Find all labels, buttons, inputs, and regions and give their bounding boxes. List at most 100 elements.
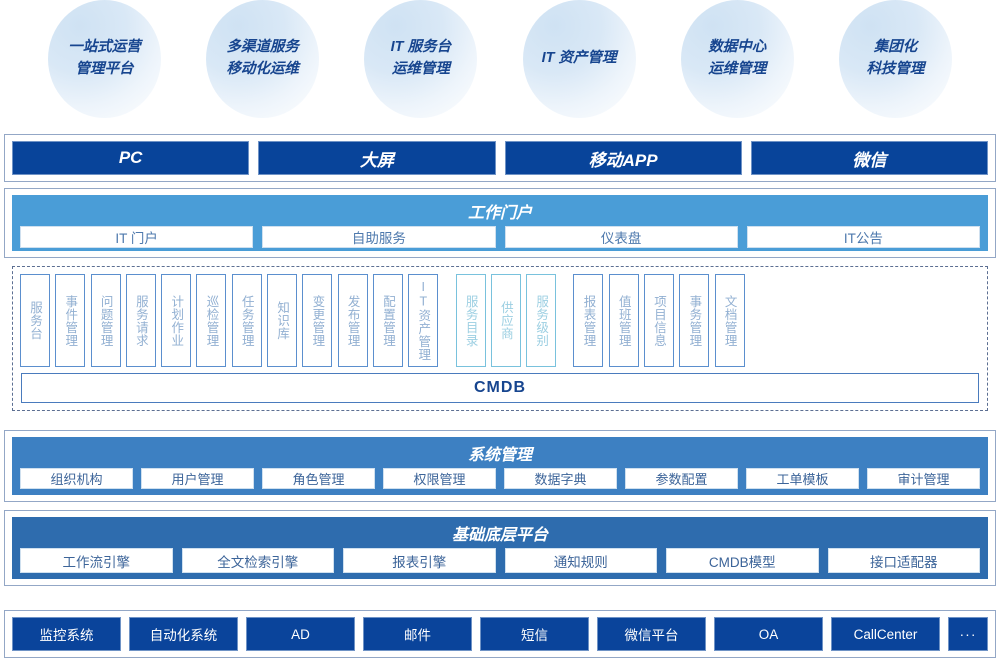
module-label: 问题管理	[98, 294, 113, 347]
sys-chip-user-management[interactable]: 用户管理	[141, 468, 254, 489]
goal-line-1: IT 服务台	[390, 39, 452, 56]
goal-line-1: 多渠道服务	[226, 39, 299, 56]
module-label: 发布管理	[345, 294, 360, 347]
channel-layer: PC 大屏 移动APP 微信	[4, 134, 996, 182]
module-layer: 服务台 事件管理 问题管理 服务请求 计划作业 巡检管理 任务管理 知识库 变更…	[12, 266, 988, 411]
work-portal-title: 工作门户	[467, 205, 532, 222]
module-label: 项目信息	[652, 294, 667, 347]
module-box[interactable]: 服务级别	[526, 274, 557, 367]
module-box[interactable]: 文档管理	[714, 274, 745, 367]
portal-chip-it-announcement[interactable]: IT公告	[746, 226, 980, 248]
integration-chip-email[interactable]: 邮件	[363, 617, 472, 651]
module-label: 事件管理	[63, 294, 78, 347]
integration-chip-wechat-platform[interactable]: 微信平台	[597, 617, 706, 651]
module-label: 服务目录	[463, 294, 478, 347]
goal-line-1: 集团化	[873, 39, 918, 56]
sys-chip-parameter-config[interactable]: 参数配置	[625, 468, 738, 489]
base-chip-workflow-engine[interactable]: 工作流引擎	[20, 548, 173, 573]
goal-ellipse: 集团化 科技管理	[838, 0, 952, 118]
goal-ellipse: IT 资产管理	[522, 0, 636, 118]
system-management-title: 系统管理	[467, 447, 532, 464]
module-box[interactable]: 配置管理	[372, 274, 403, 367]
module-label: 知识库	[275, 301, 290, 340]
module-box[interactable]: 巡检管理	[196, 274, 227, 367]
goal-line-1: IT 资产管理	[541, 50, 617, 67]
base-chip-report-engine[interactable]: 报表引擎	[343, 548, 496, 573]
module-label: 变更管理	[310, 294, 325, 347]
integration-chip-ad[interactable]: AD	[246, 617, 355, 651]
module-label: 值班管理	[616, 294, 631, 347]
module-box[interactable]: 服务请求	[125, 274, 156, 367]
channel-chip-mobile-app[interactable]: 移动APP	[504, 141, 742, 175]
goal-line-2: 管理平台	[75, 61, 134, 77]
channel-chip-pc[interactable]: PC	[12, 141, 250, 175]
goal-line-2: 移动化运维	[226, 61, 299, 77]
goal-line-1: 数据中心	[708, 39, 767, 56]
module-label: 报表管理	[581, 294, 596, 347]
channel-chip-wechat[interactable]: 微信	[750, 141, 988, 175]
module-box[interactable]: 问题管理	[90, 274, 121, 367]
goal-line-2: 运维管理	[708, 61, 767, 77]
integration-chip-monitoring[interactable]: 监控系统	[12, 617, 121, 651]
system-management-layer: 系统管理 组织机构 用户管理 角色管理 权限管理 数据字典 参数配置 工单模板 …	[4, 430, 996, 502]
goal-ellipse: 数据中心 运维管理	[680, 0, 794, 118]
integration-chip-automation[interactable]: 自动化系统	[129, 617, 238, 651]
module-label: 服务台	[28, 301, 42, 340]
module-label: 计划作业	[169, 294, 184, 347]
module-box[interactable]: 发布管理	[337, 274, 368, 367]
base-chip-notification-rules[interactable]: 通知规则	[504, 548, 657, 573]
portal-chip-dashboard[interactable]: 仪表盘	[504, 226, 738, 248]
module-box[interactable]: 报表管理	[573, 274, 604, 367]
module-box[interactable]: 服务目录	[455, 274, 486, 367]
module-box[interactable]: 计划作业	[161, 274, 192, 367]
module-box[interactable]: 任务管理	[231, 274, 262, 367]
sys-chip-role-management[interactable]: 角色管理	[262, 468, 375, 489]
integration-layer: 监控系统 自动化系统 AD 邮件 短信 微信平台 OA CallCenter ·…	[4, 610, 996, 658]
integration-chip-sms[interactable]: 短信	[480, 617, 589, 651]
base-chip-fulltext-search-engine[interactable]: 全文检索引擎	[181, 548, 334, 573]
work-portal-layer: 工作门户 IT 门户 自助服务 仪表盘 IT公告	[4, 188, 996, 258]
module-label: 任务管理	[239, 294, 254, 347]
channel-chip-bigscreen[interactable]: 大屏	[258, 141, 496, 175]
portal-chip-it-portal[interactable]: IT 门户	[20, 226, 254, 248]
module-box[interactable]: 值班管理	[608, 274, 639, 367]
module-box[interactable]: IT资产管理	[408, 274, 439, 367]
module-label: 配置管理	[380, 294, 395, 347]
module-box[interactable]: 知识库	[267, 274, 298, 367]
module-label: 巡检管理	[204, 294, 219, 347]
module-row: 服务台 事件管理 问题管理 服务请求 计划作业 巡检管理 任务管理 知识库 变更…	[20, 274, 980, 367]
goal-line-2: 运维管理	[391, 61, 450, 77]
goal-ellipse: 一站式运营 管理平台	[48, 0, 161, 118]
module-label: 供应商	[498, 301, 513, 340]
sys-chip-data-dictionary[interactable]: 数据字典	[504, 468, 617, 489]
integration-chip-more[interactable]: ···	[948, 617, 988, 651]
sys-chip-permission-management[interactable]: 权限管理	[383, 468, 496, 489]
module-box[interactable]: 项目信息	[644, 274, 675, 367]
base-platform-title: 基础底层平台	[451, 527, 548, 544]
portal-chip-self-service[interactable]: 自助服务	[262, 226, 496, 248]
module-label: 事务管理	[687, 294, 702, 347]
goal-ellipse-row: 一站式运营 管理平台 多渠道服务 移动化运维 IT 服务台 运维管理 IT 资产…	[0, 0, 1000, 122]
goal-ellipse: IT 服务台 运维管理	[364, 0, 478, 118]
goal-ellipse: 多渠道服务 移动化运维	[206, 0, 320, 118]
module-box[interactable]: 事件管理	[55, 274, 86, 367]
module-box[interactable]: 供应商	[490, 274, 521, 367]
module-box[interactable]: 服务台	[20, 274, 50, 367]
sys-chip-organization[interactable]: 组织机构	[20, 468, 133, 489]
sys-chip-audit-management[interactable]: 审计管理	[867, 468, 980, 489]
base-chip-cmdb-model[interactable]: CMDB模型	[666, 548, 819, 573]
module-label: 服务请求	[133, 294, 148, 347]
module-box[interactable]: 事务管理	[679, 274, 710, 367]
integration-chip-oa[interactable]: OA	[714, 617, 823, 651]
module-label: IT资产管理	[416, 280, 431, 361]
base-chip-interface-adapter[interactable]: 接口适配器	[827, 548, 980, 573]
integration-chip-callcenter[interactable]: CallCenter	[831, 617, 940, 651]
goal-line-1: 一站式运营	[68, 39, 141, 56]
cmdb-bar[interactable]: CMDB	[21, 373, 979, 403]
module-label: 服务级别	[534, 294, 549, 347]
module-box[interactable]: 变更管理	[302, 274, 333, 367]
sys-chip-ticket-template[interactable]: 工单模板	[746, 468, 859, 489]
module-label: 文档管理	[722, 294, 737, 347]
base-platform-layer: 基础底层平台 工作流引擎 全文检索引擎 报表引擎 通知规则 CMDB模型 接口适…	[4, 510, 996, 586]
